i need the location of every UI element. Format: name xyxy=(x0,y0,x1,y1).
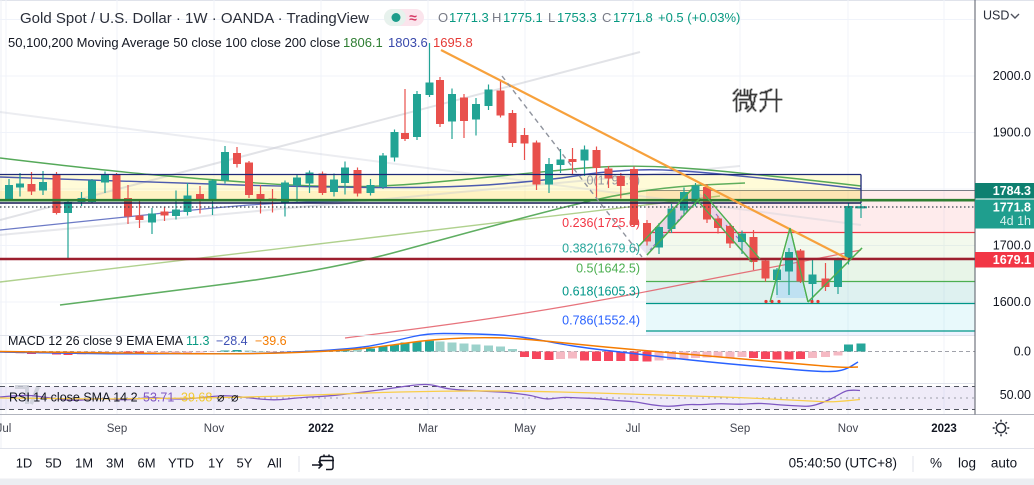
svg-text:2023: 2023 xyxy=(931,423,957,435)
svg-text:11.3: 11.3 xyxy=(186,334,209,348)
svg-text:MACD 12 26 close 9 EMA EMA: MACD 12 26 close 9 EMA EMA xyxy=(8,334,184,348)
svg-text:Nov: Nov xyxy=(838,423,859,435)
svg-text:Sep: Sep xyxy=(107,423,127,435)
svg-text:1803.6: 1803.6 xyxy=(388,35,428,50)
svg-text:1784.3: 1784.3 xyxy=(993,184,1031,198)
svg-text:Jul: Jul xyxy=(0,423,11,435)
svg-text:1900.0: 1900.0 xyxy=(993,126,1031,140)
svg-text:RSI 14 close SMA 14 2: RSI 14 close SMA 14 2 xyxy=(9,391,138,405)
svg-text:Nov: Nov xyxy=(204,423,225,435)
svg-text:1771.8: 1771.8 xyxy=(613,10,653,25)
svg-text:%: % xyxy=(930,456,942,471)
svg-text:1695.8: 1695.8 xyxy=(433,35,473,50)
svg-text:Gold Spot / U.S. Dollar · 1W ·: Gold Spot / U.S. Dollar · 1W · OANDA · T… xyxy=(20,10,369,27)
svg-text:Sep: Sep xyxy=(730,423,750,435)
svg-text:1775.1: 1775.1 xyxy=(503,10,543,25)
svg-text:53.71: 53.71 xyxy=(143,391,174,405)
svg-text:C: C xyxy=(602,10,611,25)
svg-text:0.382(1679.6): 0.382(1679.6) xyxy=(562,242,640,256)
svg-text:May: May xyxy=(514,423,536,435)
svg-text:⌀: ⌀ xyxy=(231,391,239,405)
svg-text:2000.0: 2000.0 xyxy=(993,69,1031,83)
svg-text:1679.1: 1679.1 xyxy=(993,253,1031,267)
svg-text:−28.4: −28.4 xyxy=(216,334,248,348)
svg-text:50.00: 50.00 xyxy=(1000,388,1031,402)
svg-text:Jul: Jul xyxy=(626,423,641,435)
svg-text:O: O xyxy=(438,10,448,25)
svg-text:0.786(1552.4): 0.786(1552.4) xyxy=(562,314,640,328)
svg-text:All: All xyxy=(267,456,282,471)
svg-text:USD: USD xyxy=(983,9,1009,23)
svg-text:H: H xyxy=(492,10,501,25)
svg-text:auto: auto xyxy=(991,456,1017,471)
svg-text:0.0: 0.0 xyxy=(1014,345,1031,359)
svg-text:0(1796.9): 0(1796.9) xyxy=(586,174,640,188)
svg-text:5Y: 5Y xyxy=(237,456,253,471)
svg-text:L: L xyxy=(548,10,555,25)
svg-text:6M: 6M xyxy=(137,456,155,471)
svg-text:1D: 1D xyxy=(16,456,33,471)
svg-text:05:40:50 (UTC+8): 05:40:50 (UTC+8) xyxy=(789,456,897,471)
svg-text:2022: 2022 xyxy=(308,423,334,435)
svg-text:0.5(1642.5): 0.5(1642.5) xyxy=(576,262,640,276)
svg-text:1771.3: 1771.3 xyxy=(449,10,489,25)
svg-text:50,100,200 Moving Average 50 c: 50,100,200 Moving Average 50 close 100 c… xyxy=(8,35,340,50)
svg-text:1753.3: 1753.3 xyxy=(557,10,597,25)
svg-text:0.618(1605.3): 0.618(1605.3) xyxy=(562,285,640,299)
svg-text:≈: ≈ xyxy=(409,10,417,26)
svg-text:4d 1h: 4d 1h xyxy=(1000,214,1031,228)
svg-text:+0.5 (+0.03%): +0.5 (+0.03%) xyxy=(658,10,740,25)
svg-text:1M: 1M xyxy=(75,456,93,471)
svg-text:5D: 5D xyxy=(45,456,62,471)
svg-text:1700.0: 1700.0 xyxy=(993,239,1031,253)
svg-text:1806.1: 1806.1 xyxy=(343,35,383,50)
svg-text:YTD: YTD xyxy=(168,456,194,471)
svg-text:1Y: 1Y xyxy=(208,456,224,471)
svg-text:1771.8: 1771.8 xyxy=(993,201,1031,215)
svg-text:log: log xyxy=(958,456,976,471)
svg-text:39.68: 39.68 xyxy=(181,391,212,405)
svg-text:0.236(1725.6): 0.236(1725.6) xyxy=(562,216,640,230)
svg-text:3M: 3M xyxy=(106,456,124,471)
svg-text:1600.0: 1600.0 xyxy=(993,295,1031,309)
svg-text:−39.6: −39.6 xyxy=(255,334,287,348)
svg-text:Mar: Mar xyxy=(418,423,438,435)
svg-text:⌀: ⌀ xyxy=(217,391,225,405)
